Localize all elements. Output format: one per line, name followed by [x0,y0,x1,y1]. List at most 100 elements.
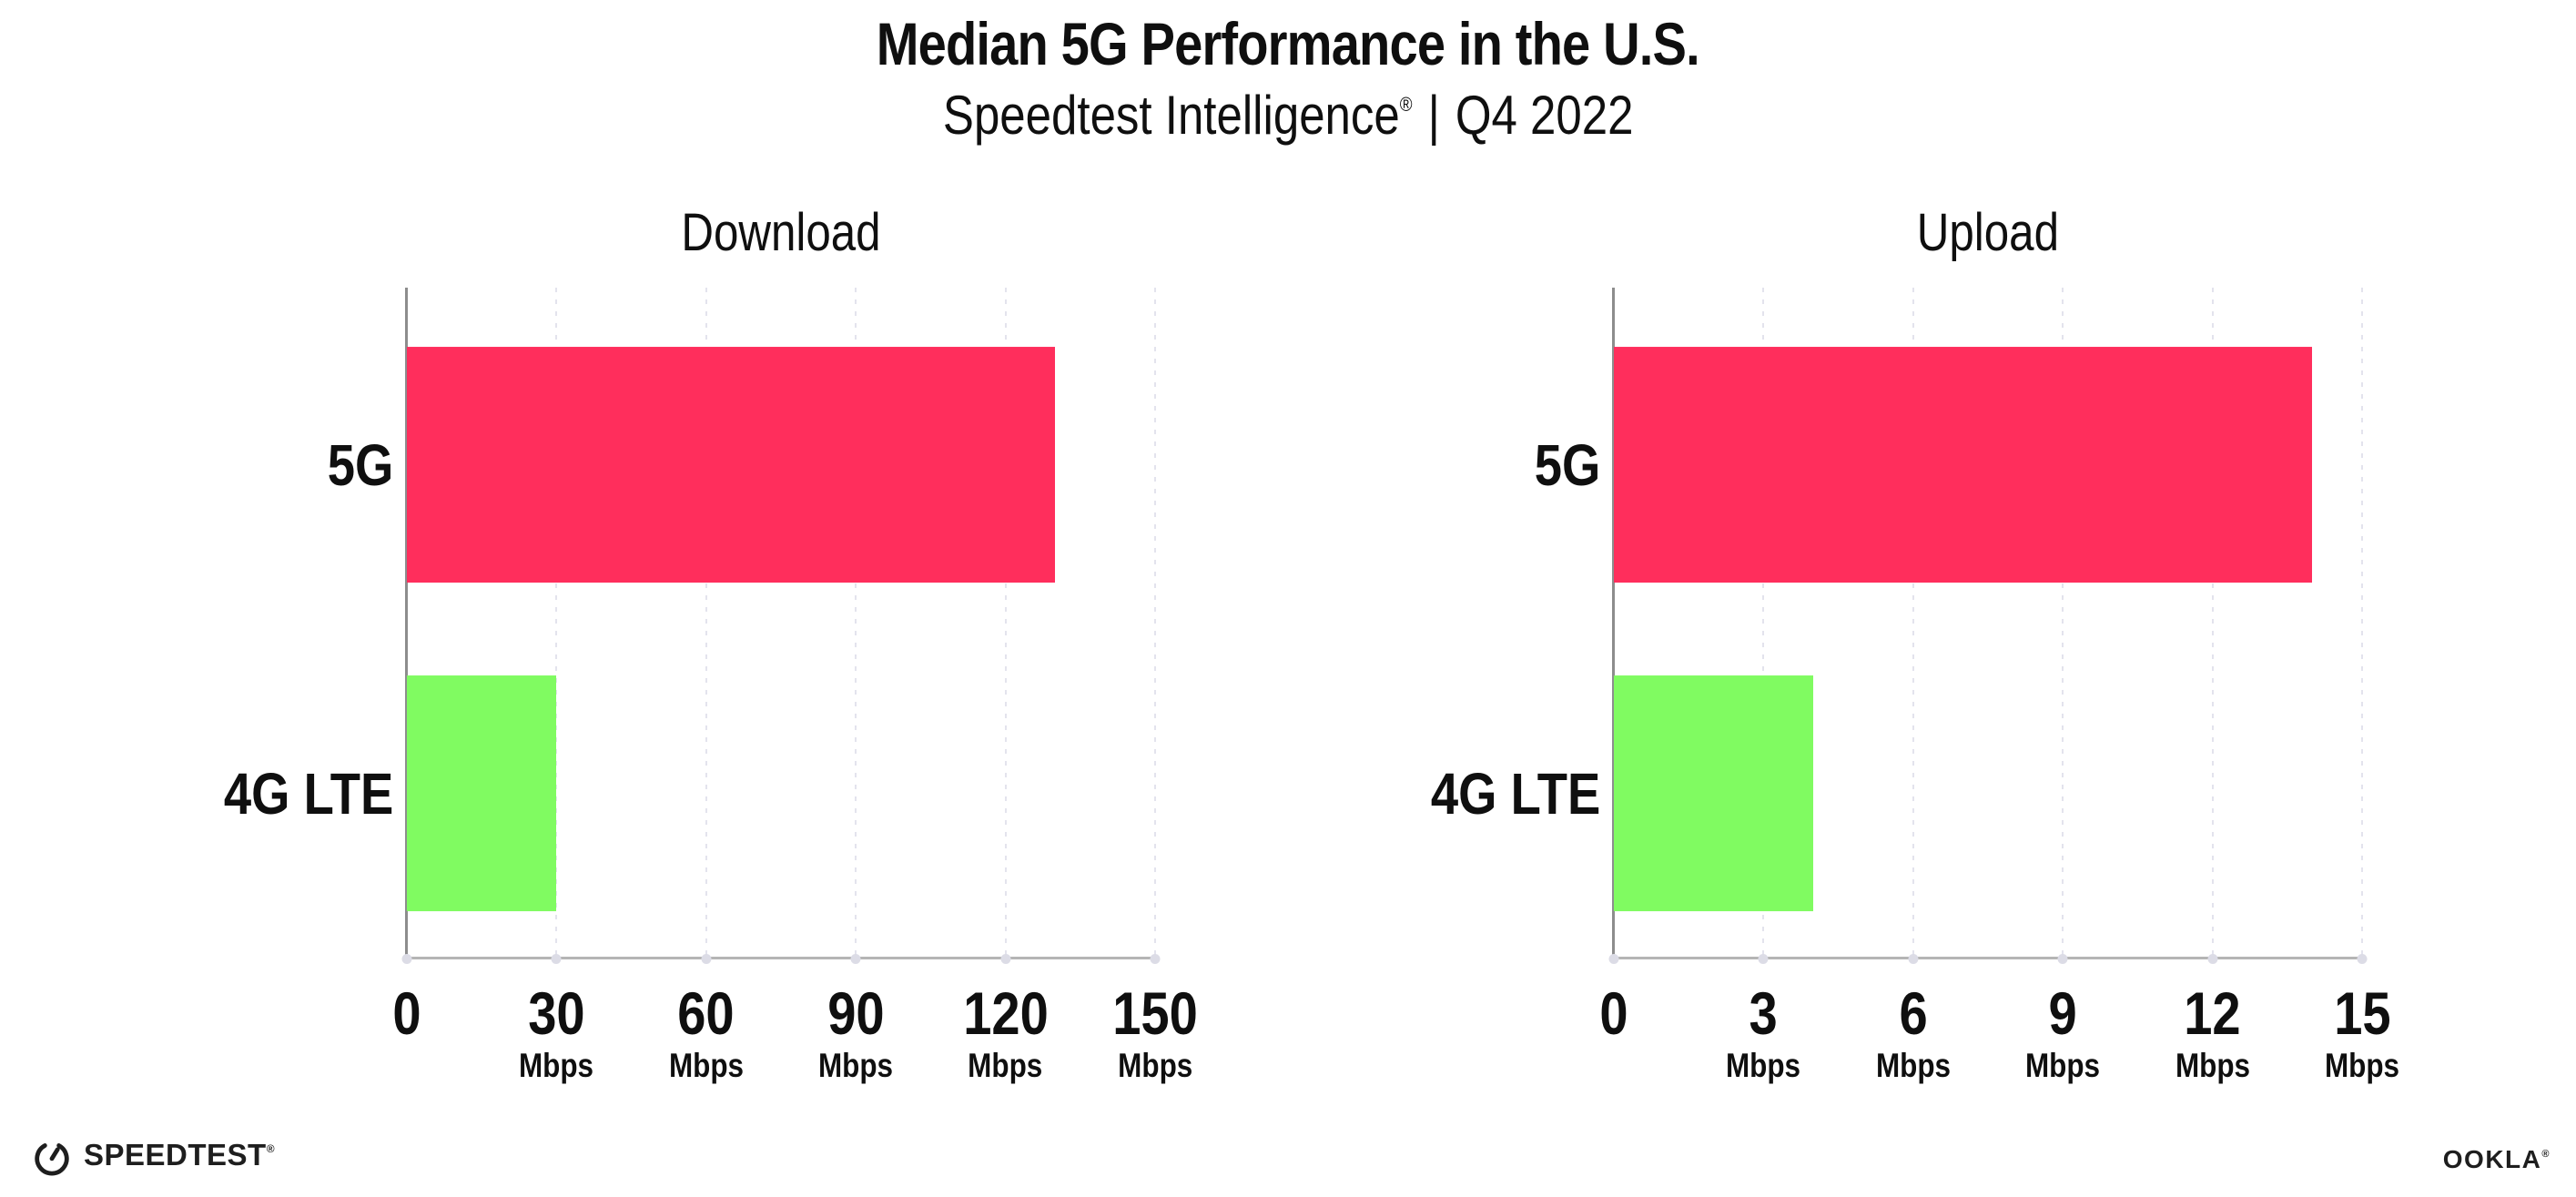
x-tick-value: 15 [2333,979,2391,1047]
bar-band [407,629,1155,958]
bar-4g-lte [1614,675,1814,912]
x-tick-value: 120 [962,979,1049,1047]
chart-panel-upload: Upload 5G 4G LTE 0 3 Mbps 6 Mbps 9 Mbps 12 Mbps 15… [1398,198,2399,1145]
axis-tick-dot [1908,954,1919,964]
x-tick-value: 150 [1112,979,1198,1047]
axis-tick-dot [2057,954,2068,964]
gridline [705,288,707,958]
subtitle-brand: Speedtest Intelligence [942,85,1400,147]
plot-area [401,288,1161,964]
axis-tick-dot [2207,954,2218,964]
axis-tick-dot [701,954,712,964]
x-tick: 90 Mbps [812,983,900,1082]
axis-tick-dot [2357,954,2368,964]
x-tick: 0 [1597,983,1631,1043]
speedtest-wordmark: SPEEDTEST® [84,1138,275,1172]
speedtest-registered-mark: ® [266,1142,276,1155]
bar-5g [1614,346,2313,583]
x-axis-line [405,957,1155,959]
x-tick-value: 3 [1749,979,1778,1047]
bar-band [407,300,1155,629]
category-label-text: 5G [327,431,393,498]
x-tick-unit: Mbps [2025,1047,2101,1084]
gridline [555,288,558,958]
axis-tick-dot [850,954,861,964]
figure-subtitle: Speedtest Intelligence® | Q4 2022 [0,86,2576,144]
y-labels: 5G 4G LTE [191,300,393,958]
gridline [855,288,857,958]
figure-header: Median 5G Performance in the U.S. Speedt… [0,10,2576,144]
gridline [2211,288,2214,958]
x-tick-unit: Mbps [1726,1047,1801,1084]
bar-band [1614,629,2362,958]
subtitle-period: Q4 2022 [1455,85,1634,147]
x-tick-unit: Mbps [519,1047,594,1084]
chart-title-text: Upload [1916,203,2060,262]
category-label: 5G [191,300,393,629]
x-tick-unit: Mbps [2324,1047,2400,1084]
chart-title-text: Download [681,203,881,262]
axis-tick-dot [1150,954,1161,964]
axis-tick-dot [401,954,412,964]
x-tick: 30 Mbps [512,983,601,1082]
y-labels: 5G 4G LTE [1398,300,1600,958]
category-label: 5G [1398,300,1600,629]
x-tick-value: 6 [1899,979,1928,1047]
page-title: Median 5G Performance in the U.S. [0,10,2576,77]
x-tick-unit: Mbps [1117,1047,1193,1084]
bar-4g-lte [407,675,557,912]
subtitle-separator: | [1427,85,1440,147]
speedometer-gauge-icon [35,1143,69,1176]
page-title-text: Median 5G Performance in the U.S. [876,10,1700,77]
axis-tick-dot [1758,954,1769,964]
x-tick-unit: Mbps [668,1047,744,1084]
x-tick-value: 12 [2184,979,2241,1047]
x-tick-value: 30 [528,979,585,1047]
x-tick: 60 Mbps [662,983,750,1082]
x-tick-value: 60 [677,979,735,1047]
ookla-logo: OOKLA® [2443,1145,2551,1174]
axis-tick-dot [1608,954,1619,964]
bar-band [1614,300,2362,629]
category-label: 4G LTE [191,629,393,958]
plot-area [1608,288,2368,964]
category-label-text: 4G LTE [223,760,393,827]
x-tick: 3 Mbps [1719,983,1808,1082]
gridline [1762,288,1765,958]
gridline [1154,288,1156,958]
gridline [1004,288,1007,958]
category-label: 4G LTE [1398,629,1600,958]
x-tick-value: 0 [1599,979,1628,1047]
x-tick: 9 Mbps [2019,983,2107,1082]
x-tick-value: 0 [392,979,421,1047]
x-tick-unit: Mbps [2175,1047,2250,1084]
speedtest-logo: SPEEDTEST® [31,1134,275,1176]
gridline [2361,288,2363,958]
x-tick: 0 [390,983,424,1043]
x-tick-unit: Mbps [818,1047,894,1084]
x-tick: 6 Mbps [1869,983,1957,1082]
chart-panel-download: Download 5G 4G LTE 0 30 Mbps 60 Mbps 90 Mbps 120… [191,198,1198,1145]
x-axis: 0 3 Mbps 6 Mbps 9 Mbps 12 Mbps 15 Mbps [1599,979,2399,1120]
x-tick: 15 Mbps [2318,983,2407,1082]
category-label-text: 5G [1534,431,1600,498]
x-tick-value: 9 [2048,979,2077,1047]
chart-title: Upload [1614,202,2362,263]
x-tick-unit: Mbps [968,1047,1043,1084]
ookla-registered-mark: ® [2541,1148,2551,1160]
ookla-wordmark-text: OOKLA [2442,1145,2542,1173]
x-tick: 120 Mbps [956,983,1056,1082]
registered-mark: ® [1399,93,1413,117]
x-tick-value: 90 [827,979,885,1047]
chart-title: Download [407,202,1155,263]
x-axis: 0 30 Mbps 60 Mbps 90 Mbps 120 Mbps 150 Mbps [392,983,1197,1120]
axis-tick-dot [551,954,562,964]
y-axis-line [1612,288,1615,958]
x-axis-line [1612,957,2362,959]
bar-5g [407,346,1056,583]
x-tick-unit: Mbps [1875,1047,1951,1084]
category-label-text: 4G LTE [1430,760,1600,827]
gridline [1912,288,1914,958]
y-axis-line [405,288,408,958]
